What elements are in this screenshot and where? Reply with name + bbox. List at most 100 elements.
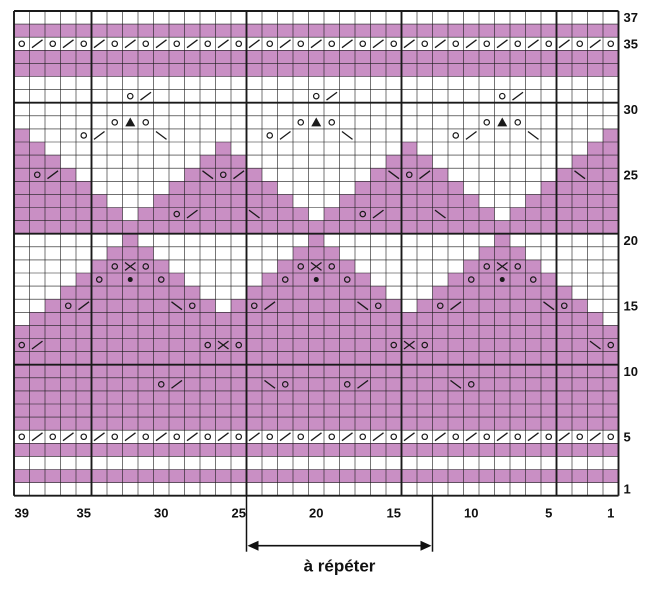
contrast-cell <box>417 390 433 404</box>
decrease-right-icon <box>357 379 369 389</box>
contrast-cell <box>91 207 107 221</box>
contrast-cell <box>572 312 588 326</box>
contrast-cell <box>153 364 169 378</box>
yarn-over-icon <box>266 40 274 48</box>
contrast-cell <box>587 207 603 221</box>
contrast-cell <box>324 63 340 77</box>
contrast-cell <box>122 246 138 260</box>
decrease-right-icon <box>62 39 74 49</box>
yarn-over-icon <box>250 302 258 310</box>
contrast-cell <box>293 207 309 221</box>
decrease-right-icon <box>372 432 384 442</box>
contrast-cell <box>355 338 371 352</box>
contrast-cell <box>293 246 309 260</box>
contrast-cell <box>448 417 464 431</box>
decrease-right-icon <box>31 432 43 442</box>
contrast-cell <box>45 220 61 234</box>
decrease-left-icon <box>543 301 555 311</box>
decrease-right-icon <box>186 432 198 442</box>
contrast-cell <box>14 220 30 234</box>
contrast-cell <box>494 325 510 339</box>
contrast-cell <box>355 404 371 418</box>
contrast-cell <box>463 220 479 234</box>
contrast-cell <box>510 220 526 234</box>
contrast-cell <box>541 207 557 221</box>
yarn-over-icon <box>173 210 181 218</box>
contrast-cell <box>324 286 340 300</box>
contrast-cell <box>60 299 76 313</box>
contrast-cell <box>14 338 30 352</box>
decrease-left-icon <box>589 340 601 350</box>
contrast-cell <box>231 299 247 313</box>
yarn-over-icon <box>359 210 367 218</box>
contrast-cell <box>432 404 448 418</box>
contrast-cell <box>448 24 464 38</box>
contrast-cell <box>29 364 45 378</box>
contrast-cell <box>153 351 169 365</box>
contrast-cell <box>417 194 433 208</box>
repeat-label: à répéter <box>304 557 376 576</box>
contrast-cell <box>169 325 185 339</box>
repeat-indicator: à répéter <box>245 495 434 576</box>
contrast-cell <box>510 286 526 300</box>
contrast-cell <box>463 351 479 365</box>
contrast-cell <box>14 364 30 378</box>
contrast-cell <box>510 469 526 483</box>
contrast-cell <box>122 299 138 313</box>
contrast-cell <box>231 325 247 339</box>
contrast-cell <box>603 155 619 169</box>
contrast-cell <box>308 63 324 77</box>
decrease-right-icon <box>310 39 322 49</box>
contrast-cell <box>76 469 92 483</box>
contrast-cell <box>293 404 309 418</box>
yarn-over-icon <box>173 433 181 441</box>
contrast-cell <box>169 443 185 457</box>
contrast-cell <box>262 273 278 287</box>
contrast-cell <box>541 325 557 339</box>
contrast-cell <box>448 390 464 404</box>
yarn-over-icon <box>576 40 584 48</box>
contrast-cell <box>339 417 355 431</box>
contrast-cell <box>587 469 603 483</box>
contrast-cell <box>448 50 464 64</box>
contrast-cell <box>587 63 603 77</box>
contrast-cell <box>370 417 386 431</box>
contrast-cell <box>231 63 247 77</box>
contrast-cell <box>417 312 433 326</box>
contrast-cell <box>91 259 107 273</box>
row-number-15: 15 <box>624 298 638 313</box>
contrast-cell <box>401 168 417 182</box>
yarn-over-icon <box>390 40 398 48</box>
contrast-cell <box>169 338 185 352</box>
contrast-cell <box>432 377 448 391</box>
contrast-cell <box>200 325 216 339</box>
yarn-over-icon <box>312 92 320 100</box>
contrast-cell <box>432 194 448 208</box>
contrast-cell <box>215 207 231 221</box>
contrast-cell <box>463 443 479 457</box>
contrast-cell <box>448 443 464 457</box>
contrast-cell <box>401 312 417 326</box>
contrast-cell <box>417 338 433 352</box>
contrast-cell <box>138 404 154 418</box>
decrease-right-icon <box>527 432 539 442</box>
decrease-left-icon <box>574 170 586 180</box>
contrast-cell <box>200 469 216 483</box>
contrast-cell <box>417 207 433 221</box>
contrast-cell <box>246 417 262 431</box>
decrease-right-icon <box>310 432 322 442</box>
contrast-cell <box>370 181 386 195</box>
contrast-cell <box>510 63 526 77</box>
decrease-right-icon <box>248 39 260 49</box>
contrast-cell <box>370 24 386 38</box>
contrast-cell <box>76 417 92 431</box>
contrast-cell <box>494 24 510 38</box>
contrast-cell <box>76 364 92 378</box>
contrast-cell <box>370 63 386 77</box>
contrast-cell <box>246 50 262 64</box>
row-number-37: 37 <box>624 10 638 25</box>
contrast-cell <box>510 325 526 339</box>
contrast-cell <box>401 194 417 208</box>
colour-cells <box>14 24 619 483</box>
contrast-cell <box>122 417 138 431</box>
